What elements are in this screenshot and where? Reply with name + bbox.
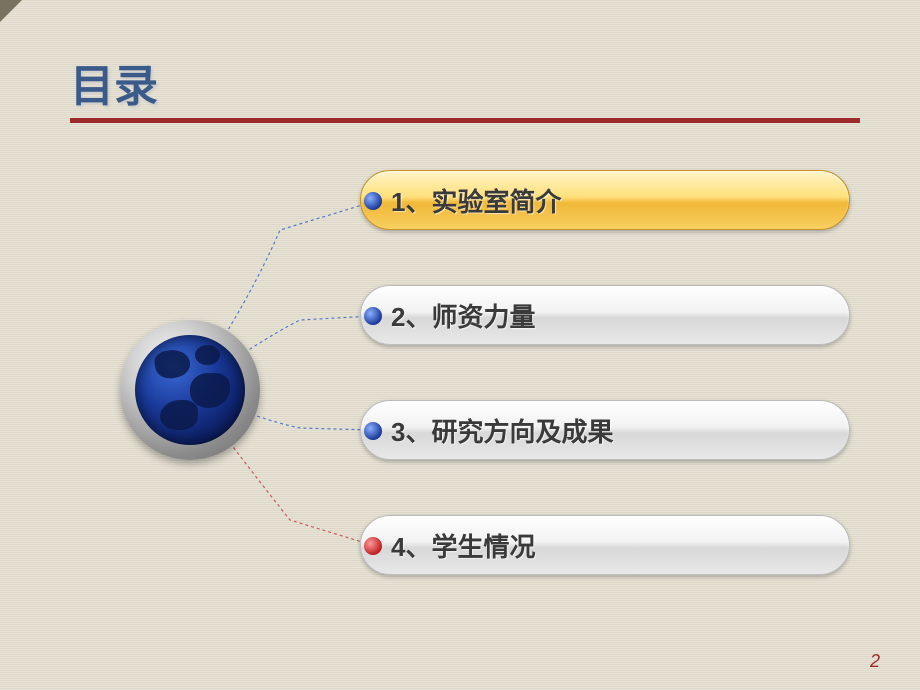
toc-item-1-dot bbox=[364, 192, 382, 210]
toc-item-4-label: 4、学生情况 bbox=[391, 527, 535, 564]
title-underline bbox=[70, 118, 860, 123]
toc-item-1[interactable]: 1、实验室简介 bbox=[360, 170, 850, 230]
toc-item-3[interactable]: 3、研究方向及成果 bbox=[360, 400, 850, 460]
toc-item-2-label: 2、师资力量 bbox=[391, 297, 535, 334]
toc-item-2[interactable]: 2、师资力量 bbox=[360, 285, 850, 345]
toc-item-2-dot bbox=[364, 307, 382, 325]
page-title: 目录 bbox=[70, 50, 158, 114]
toc-item-4-dot bbox=[364, 537, 382, 555]
toc-item-4[interactable]: 4、学生情况 bbox=[360, 515, 850, 575]
globe-icon bbox=[120, 320, 260, 460]
toc-item-3-label: 3、研究方向及成果 bbox=[391, 412, 613, 449]
corner-triangle bbox=[0, 0, 22, 22]
toc-item-3-dot bbox=[364, 422, 382, 440]
toc-item-1-label: 1、实验室简介 bbox=[391, 182, 561, 219]
page-number: 2 bbox=[870, 651, 880, 672]
